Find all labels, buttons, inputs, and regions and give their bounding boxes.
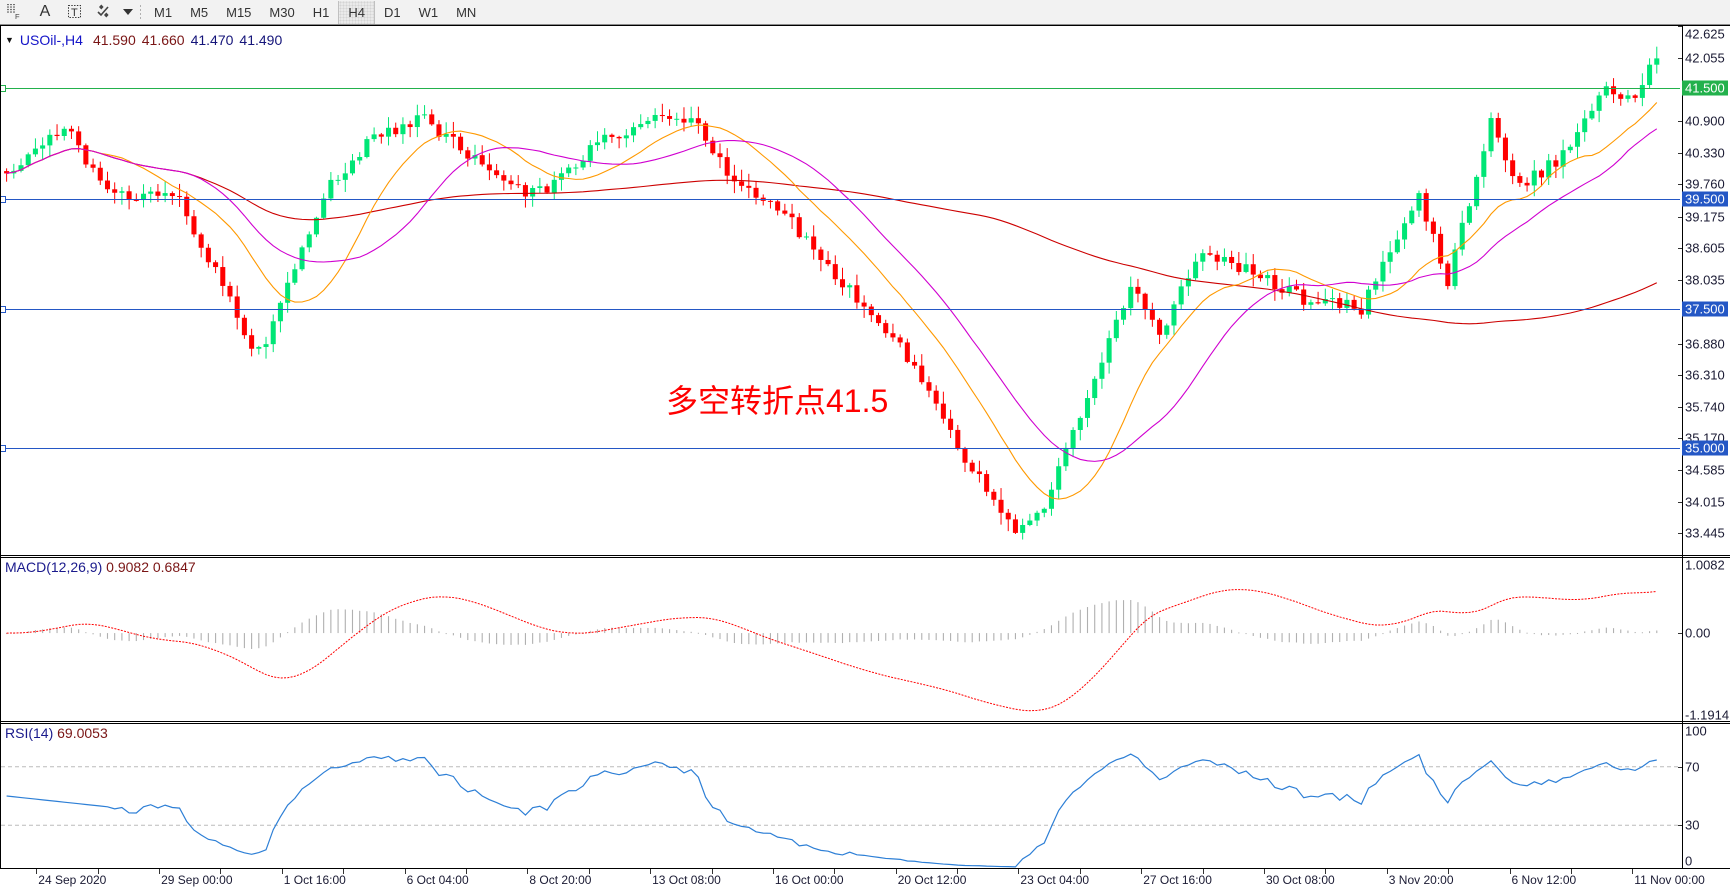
svg-text:T: T [71,7,78,19]
svg-text:F: F [15,12,20,20]
